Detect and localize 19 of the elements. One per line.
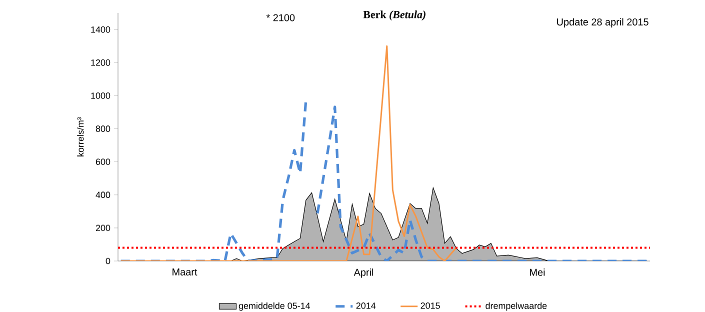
y-tick-label: 800 xyxy=(96,126,110,132)
x-tick-label: Mei xyxy=(530,268,545,276)
legend-label: 2014 xyxy=(356,302,376,309)
annotation: * 2100 xyxy=(266,14,295,22)
x-tick-label: April xyxy=(354,268,374,278)
y-tick-label: 200 xyxy=(96,224,110,232)
y-tick-label: 400 xyxy=(96,192,110,198)
y-tick-label: 1000 xyxy=(91,92,110,99)
legend-label: gemiddelde 05-14 xyxy=(238,302,310,311)
y-tick-label: 600 xyxy=(96,158,110,165)
legend-label: drempelwaarde xyxy=(486,302,547,311)
y-tick-label: 0 xyxy=(106,258,110,264)
legend-label: 2015 xyxy=(420,302,440,309)
annotation: Update 28 april 2015 xyxy=(557,18,648,28)
chart-title: Berk (Betula) xyxy=(363,10,426,20)
y-tick-label: 1200 xyxy=(91,59,110,66)
y-tick-label: 1400 xyxy=(91,26,110,33)
y-axis-title: korrels/m³ xyxy=(77,117,84,156)
x-tick-label: Maart xyxy=(172,268,198,276)
